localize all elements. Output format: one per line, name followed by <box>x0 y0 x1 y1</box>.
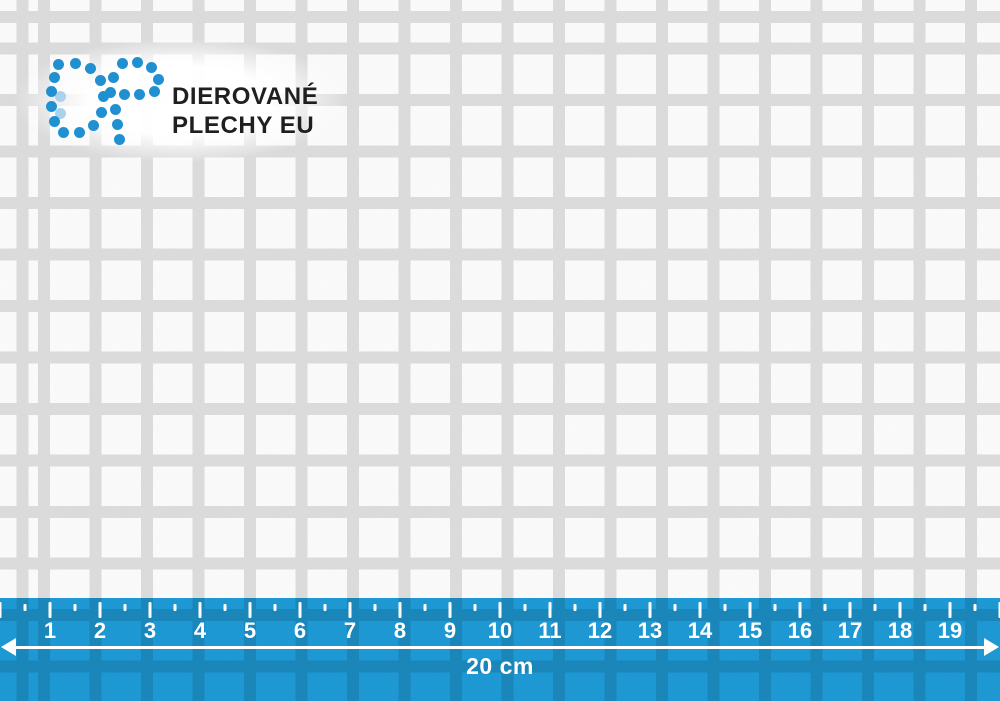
ruler-tick-minor <box>73 604 77 611</box>
ruler-tick-minor <box>473 604 477 611</box>
logo-dot <box>113 133 125 145</box>
logo-dot <box>152 73 164 85</box>
logo-dot <box>73 126 85 138</box>
ruler-tick-major <box>198 602 202 618</box>
ruler-tick-minor <box>123 604 127 611</box>
ruler-tick-minor <box>273 604 277 611</box>
logo-dot <box>107 71 119 83</box>
ruler-number: 15 <box>737 618 763 643</box>
ruler-tick-major <box>548 602 552 618</box>
arrow-left-icon <box>1 638 16 656</box>
arrow-right-icon <box>984 638 999 656</box>
ruler-tick-major <box>898 602 902 618</box>
logo-dot <box>94 74 106 86</box>
logo-dot <box>69 57 81 69</box>
ruler-tick-minor <box>973 604 977 611</box>
logo-dot <box>48 71 60 83</box>
ruler-number: 16 <box>787 618 813 643</box>
ruler-tick-major <box>398 602 402 618</box>
ruler-tick-minor <box>773 604 777 611</box>
ruler-tick-minor <box>323 604 327 611</box>
ruler-tick-major <box>648 602 652 618</box>
ruler-number: 19 <box>937 618 963 643</box>
ruler-number: 4 <box>193 618 207 643</box>
brand-line-1: DIEROVANÉ <box>172 83 319 110</box>
ruler-number: 14 <box>687 618 713 643</box>
ruler-tick-minor <box>823 604 827 611</box>
logo-dot <box>52 58 64 70</box>
logo-dot <box>87 119 99 131</box>
ruler-tick-major <box>0 602 2 618</box>
ruler-tick-minor <box>373 604 377 611</box>
ruler-tick-minor <box>673 604 677 611</box>
ruler-number: 3 <box>143 618 157 643</box>
ruler-tick-major <box>148 602 152 618</box>
ruler-tick-minor <box>723 604 727 611</box>
ruler-number: 11 <box>538 618 562 643</box>
ruler-tick-minor <box>923 604 927 611</box>
ruler-number: 10 <box>487 618 513 643</box>
ruler-number: 8 <box>393 618 407 643</box>
ruler-tick-major <box>498 602 502 618</box>
ruler-tick-major <box>998 602 1000 618</box>
logo-dot <box>45 100 57 112</box>
ruler-number: 17 <box>837 618 863 643</box>
ruler-tick-major <box>848 602 852 618</box>
ruler-tick-minor <box>423 604 427 611</box>
ruler-tick-major <box>248 602 252 618</box>
ruler-tick-minor <box>23 604 27 611</box>
ruler-tick-minor <box>623 604 627 611</box>
ruler-tick-major <box>448 602 452 618</box>
ruler-tick-major <box>948 602 952 618</box>
ruler-number: 7 <box>343 618 357 643</box>
ruler-number: 1 <box>43 618 57 643</box>
logo-dot <box>84 62 96 74</box>
ruler-tick-minor <box>173 604 177 611</box>
logo-dot <box>97 90 109 102</box>
ruler-tick-major <box>748 602 752 618</box>
ruler-tick-minor <box>573 604 577 611</box>
logo-dot <box>54 107 66 119</box>
logo-dot <box>145 61 157 73</box>
ruler-number: 18 <box>887 618 913 643</box>
ruler-number: 5 <box>243 618 257 643</box>
ruler-number: 9 <box>443 618 457 643</box>
logo-dot <box>104 86 116 98</box>
logo-dot <box>116 57 128 69</box>
brand-text: DIEROVANÉ PLECHY EU <box>172 82 318 140</box>
ruler-tick-minor <box>223 604 227 611</box>
ruler-tick-major <box>298 602 302 618</box>
ruler-number: 12 <box>587 618 613 643</box>
brand-line-2: PLECHY EU <box>172 112 315 139</box>
ruler-tick-major <box>698 602 702 618</box>
ruler-number: 6 <box>293 618 307 643</box>
ruler-tick-minor <box>873 604 877 611</box>
logo-dot <box>111 118 123 130</box>
logo-dot <box>109 103 121 115</box>
ruler-tick-major <box>598 602 602 618</box>
logo-dot <box>57 126 69 138</box>
logo-dot <box>48 115 60 127</box>
logo-dot <box>131 56 143 68</box>
logo-dot <box>54 90 66 102</box>
ruler-tick-major <box>348 602 352 618</box>
logo-dot <box>45 85 57 97</box>
measure-arrow-line <box>14 646 986 649</box>
ruler-length-label: 20 cm <box>466 653 534 679</box>
logo-dot <box>118 88 130 100</box>
ruler-number: 13 <box>637 618 663 643</box>
ruler-tick-minor <box>523 604 527 611</box>
ruler-tick-major <box>798 602 802 618</box>
ruler-tick-major <box>98 602 102 618</box>
ruler: 1 2 3 4 5 6 7 8 9 10 11 12 13 14 15 16 17 18 19 20 cm <box>0 598 1000 701</box>
logo-dot <box>148 85 160 97</box>
logo-dot <box>95 106 107 118</box>
ruler-tick-major <box>48 602 52 618</box>
ruler-number: 2 <box>93 618 107 643</box>
logo-dot <box>133 88 145 100</box>
